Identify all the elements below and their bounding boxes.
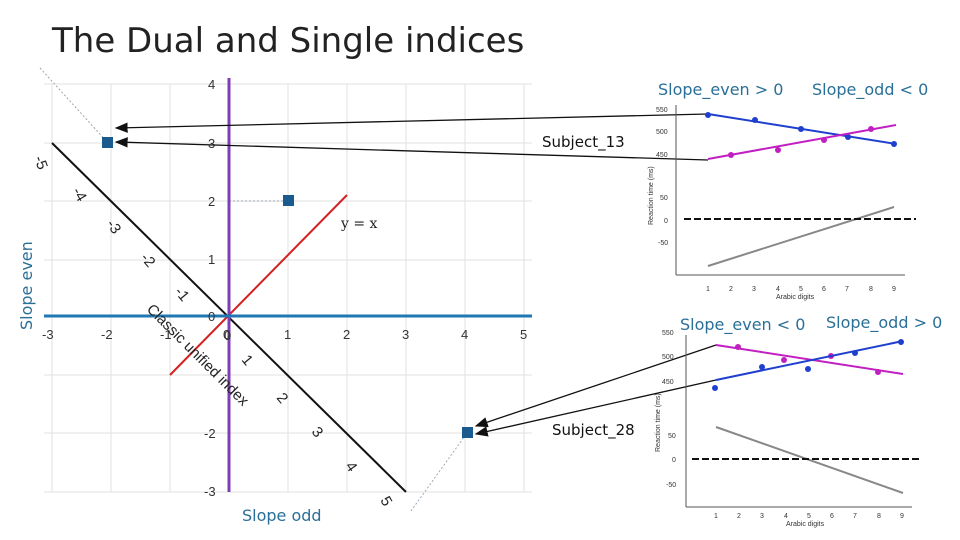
panel-x-tick: 3 xyxy=(760,513,764,520)
x-tick: 2 xyxy=(343,327,350,342)
subject-marker xyxy=(283,195,294,206)
panel-y-label: Reaction time (ms) xyxy=(648,166,655,225)
diag-tick: -5 xyxy=(30,154,51,172)
x-tick: -3 xyxy=(42,327,54,342)
panel-x-tick: 9 xyxy=(892,286,896,293)
identity-line xyxy=(169,194,348,376)
condition-odd-label: Slope_odd < 0 xyxy=(812,80,928,100)
panel-x-tick: 7 xyxy=(853,513,857,520)
origin-label: 0 xyxy=(224,328,231,343)
panel-tick: -50 xyxy=(658,240,668,247)
panel-x-tick: 1 xyxy=(714,513,718,520)
panel-x-tick: 2 xyxy=(737,513,741,520)
panel-y-label: Reaction time (ms) xyxy=(655,393,662,452)
subject-label: Subject_28 xyxy=(552,421,635,440)
panel-tick: -50 xyxy=(666,482,676,489)
y-axis-title: Slope even xyxy=(17,241,36,330)
y-tick-labels: 4 3 2 1 0 -2 -3 0 xyxy=(204,77,231,499)
y-tick: 0 xyxy=(208,309,215,324)
grid xyxy=(44,83,532,493)
panel-x-tick: 3 xyxy=(752,286,756,293)
panel-x-label: Arabic digits xyxy=(776,294,815,301)
panel-tick: 500 xyxy=(656,129,668,136)
panel-x-tick: 7 xyxy=(845,286,849,293)
y-tick: 2 xyxy=(208,194,215,209)
diag-tick: 5 xyxy=(377,494,396,510)
subject-marker xyxy=(102,137,113,148)
panel-x-tick: 2 xyxy=(729,286,733,293)
diag-tick: -2 xyxy=(137,250,159,271)
subject-marker xyxy=(462,427,473,438)
x-tick: 4 xyxy=(461,327,468,342)
x-axis-title: Slope odd xyxy=(242,506,322,525)
x-tick: 5 xyxy=(520,327,527,342)
y-tick: -3 xyxy=(204,484,216,499)
panel-x-ticks: 1 2 3 4 5 6 7 8 9 xyxy=(706,286,896,293)
x-tick: -1 xyxy=(160,327,172,342)
y-tick: -2 xyxy=(204,426,216,441)
panel-tick: 500 xyxy=(662,354,674,361)
condition-odd-label: Slope_odd > 0 xyxy=(826,313,942,333)
diag-tick: -4 xyxy=(69,185,90,205)
panel-tick: 50 xyxy=(668,433,676,440)
arrow-subject-13-b xyxy=(114,137,709,161)
condition-even-label: Slope_even < 0 xyxy=(680,315,805,335)
panel-x-tick: 1 xyxy=(706,286,710,293)
diag-tick: -1 xyxy=(171,284,193,305)
identity-line-label: y = x xyxy=(340,216,378,232)
reaction-panel-bottom: Slope_even < 0 Slope_odd > 0 550 500 450… xyxy=(655,313,942,528)
arrow-subject-28-a xyxy=(474,344,717,428)
panel-x-tick: 4 xyxy=(776,286,780,293)
panel-x-tick: 5 xyxy=(799,286,803,293)
arrow-subject-13-a xyxy=(114,113,709,133)
panel-tick: 550 xyxy=(656,107,668,114)
diag-tick: 3 xyxy=(308,424,326,441)
panel-x-tick: 8 xyxy=(877,513,881,520)
panel-tick: 450 xyxy=(656,152,668,159)
projection-lines xyxy=(39,67,468,512)
x-tick-labels: -3 -2 -1 0 1 2 3 4 5 xyxy=(42,327,527,342)
x-tick: 3 xyxy=(402,327,409,342)
y-tick: 4 xyxy=(208,77,215,92)
panel-tick: 0 xyxy=(672,457,676,464)
condition-even-label: Slope_even > 0 xyxy=(658,80,783,100)
panel-x-label: Arabic digits xyxy=(786,521,825,528)
x-tick: 1 xyxy=(284,327,291,342)
panel-x-tick: 8 xyxy=(869,286,873,293)
panel-tick: 50 xyxy=(660,195,668,202)
panel-x-tick: 5 xyxy=(807,513,811,520)
panel-x-tick: 4 xyxy=(784,513,788,520)
diag-tick: -3 xyxy=(103,217,125,238)
x-tick: -2 xyxy=(101,327,113,342)
diag-tick: 4 xyxy=(342,459,361,476)
diag-tick: 1 xyxy=(238,352,256,369)
diag-tick: 2 xyxy=(273,390,291,407)
y-tick: 1 xyxy=(208,252,215,267)
panel-tick: 450 xyxy=(662,379,674,386)
scatter-plot: y = x -3 -2 -1 0 1 2 3 4 5 4 3 2 1 0 -2 … xyxy=(17,67,532,525)
y-tick: 3 xyxy=(208,136,215,151)
subject-label: Subject_13 xyxy=(542,133,625,152)
x-tick: 0 xyxy=(223,327,230,342)
panel-x-ticks: 1 2 3 4 5 6 7 8 9 xyxy=(714,513,904,520)
panel-x-tick: 6 xyxy=(822,286,826,293)
reaction-panel-top: Slope_even > 0 Slope_odd < 0 550 500 450… xyxy=(648,80,928,301)
arrow-subject-28-b xyxy=(474,379,717,437)
slide-title: The Dual and Single indices xyxy=(51,21,524,61)
arrows xyxy=(114,113,717,437)
panel-x-tick: 9 xyxy=(900,513,904,520)
panel-tick: 550 xyxy=(662,330,674,337)
panel-tick: 0 xyxy=(664,218,668,225)
panel-x-tick: 6 xyxy=(830,513,834,520)
